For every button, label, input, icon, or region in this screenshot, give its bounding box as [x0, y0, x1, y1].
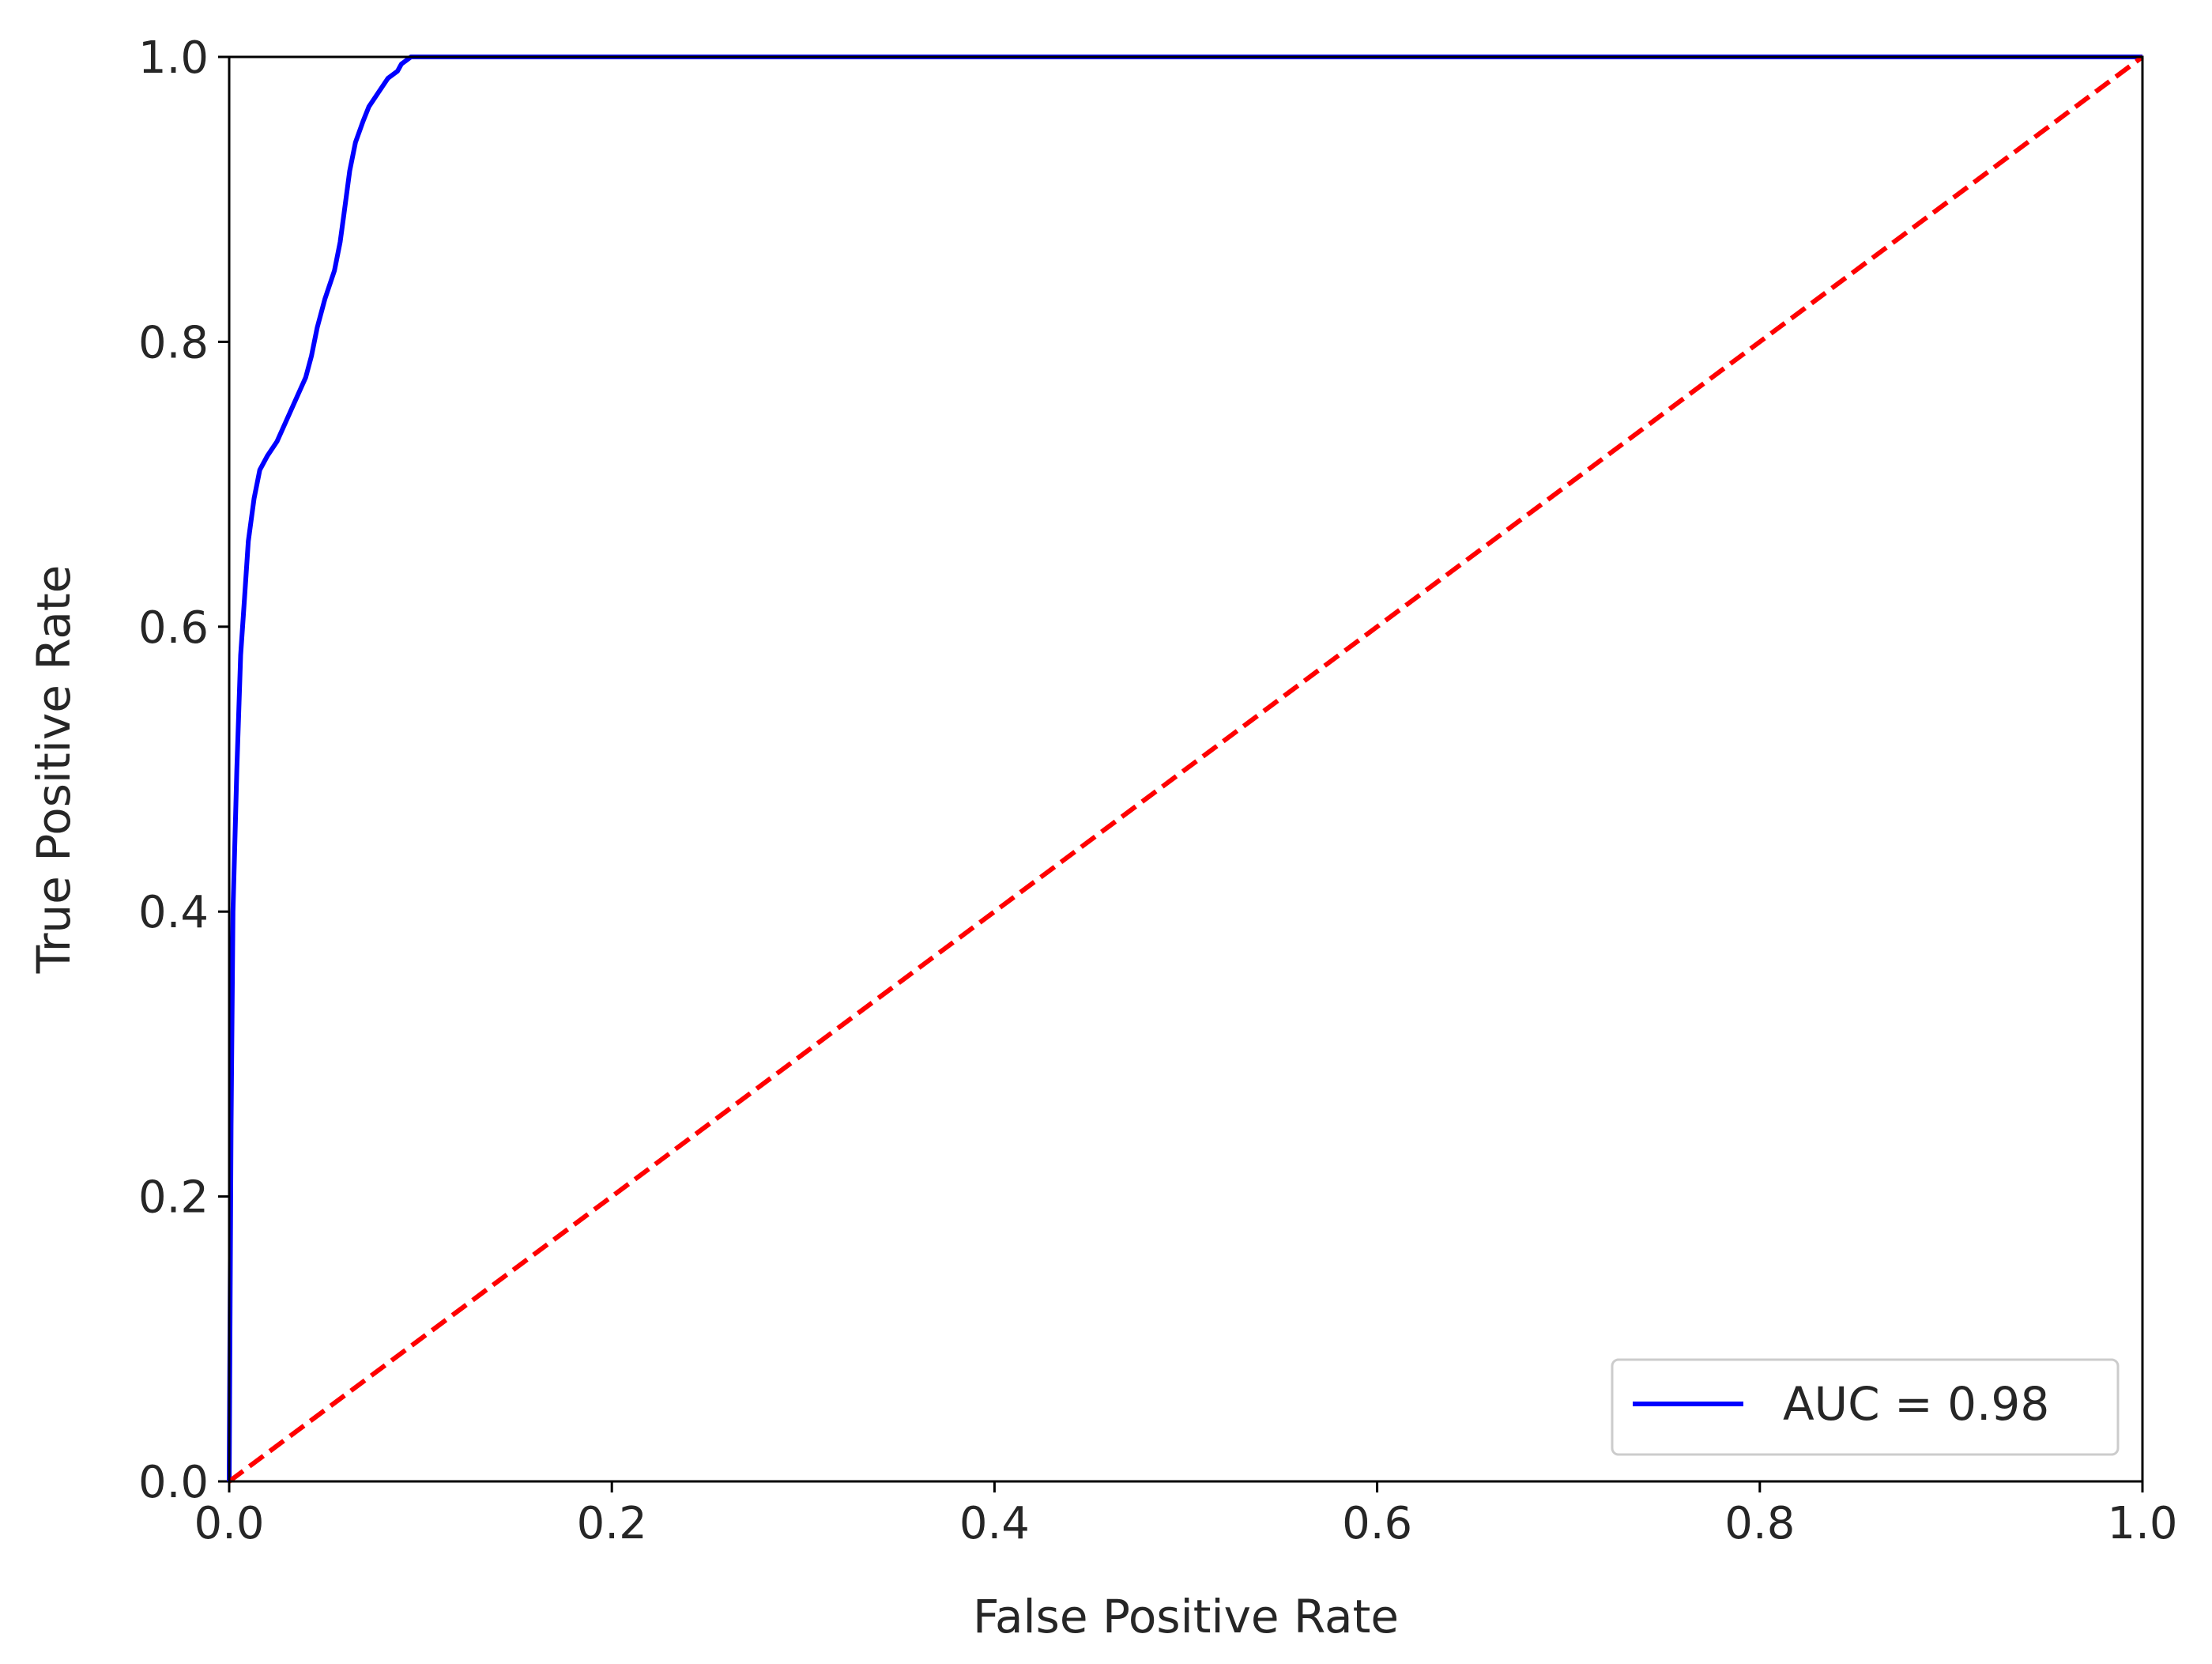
y-tick-label: 0.2	[138, 1172, 209, 1224]
legend: AUC = 0.98	[1611, 1358, 2120, 1456]
x-tick-label: 0.0	[194, 1498, 264, 1549]
y-axis-label: True Positive Rate	[27, 565, 81, 975]
x-axis-label: False Positive Rate	[973, 1590, 1399, 1643]
series-group	[227, 55, 2144, 1484]
y-tick-label: 0.6	[138, 602, 209, 654]
y-tick-label: 0.8	[138, 317, 209, 368]
y-tick-label: 0.0	[138, 1457, 209, 1508]
y-tick-label: 0.4	[138, 887, 209, 938]
legend-label-auc: AUC = 0.98	[1783, 1377, 2049, 1431]
x-tick-label: 1.0	[2107, 1498, 2177, 1549]
x-tick-label: 0.4	[959, 1498, 1030, 1549]
legend-box	[1611, 1358, 2120, 1456]
x-tick-label: 0.6	[1342, 1498, 1412, 1549]
axis-ticks: 0.0 0.2 0.4 0.6 0.8 1.0 0.0 0.2 0.4 0.6 0.8 1.0	[138, 32, 2178, 1549]
x-tick-label: 0.2	[577, 1498, 647, 1549]
plot-frame	[228, 55, 2144, 1483]
y-tick-label: 1.0	[138, 32, 209, 84]
x-tick-label: 0.8	[1724, 1498, 1795, 1549]
series-line-diagonal-reference	[228, 55, 2144, 1484]
